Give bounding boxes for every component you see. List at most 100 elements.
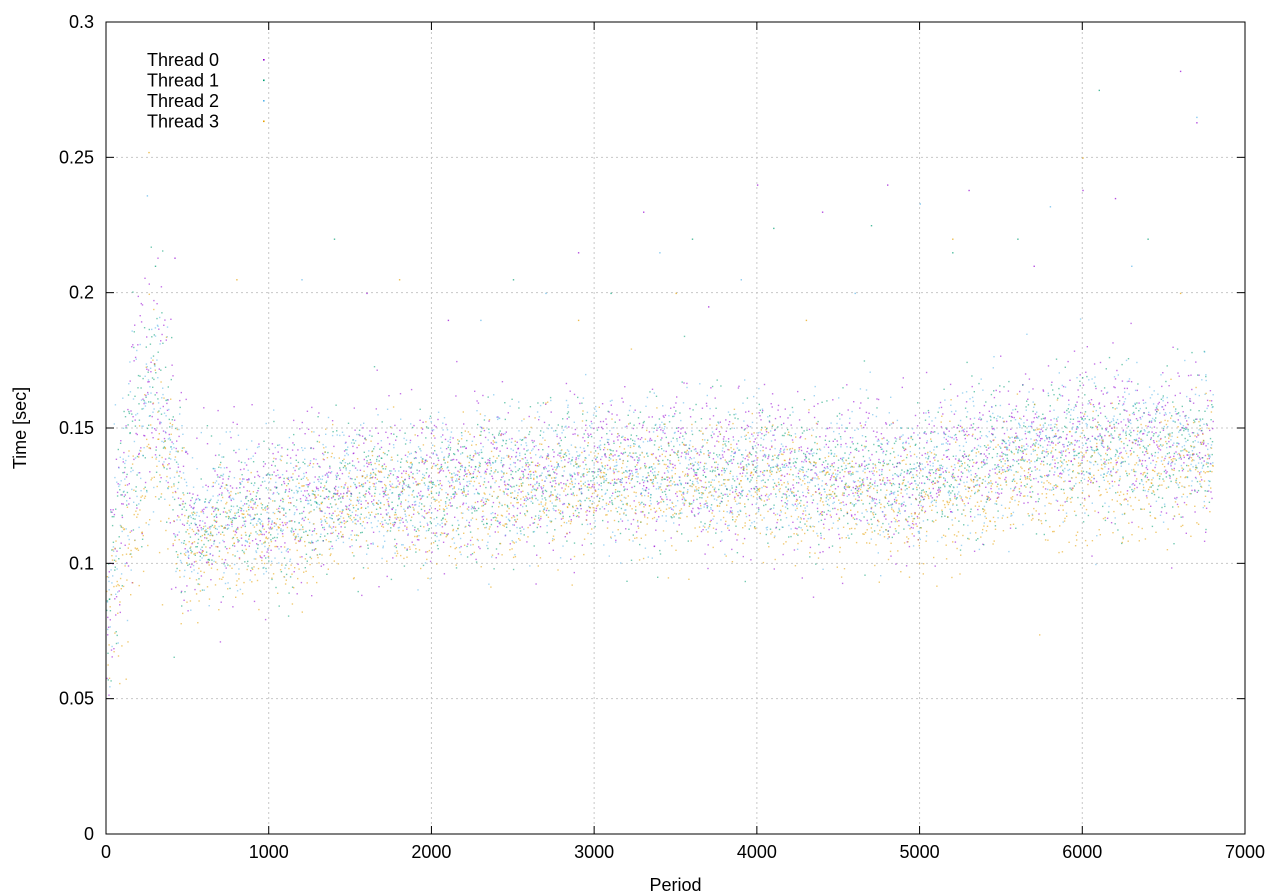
data-point <box>263 573 265 575</box>
data-point <box>1065 437 1068 439</box>
data-point <box>115 555 117 557</box>
data-point <box>834 446 837 448</box>
data-point <box>435 426 437 428</box>
data-point <box>748 528 750 530</box>
data-point <box>466 545 468 548</box>
data-point <box>130 569 132 571</box>
data-point <box>767 456 770 458</box>
data-point <box>573 393 576 396</box>
data-point <box>177 497 180 499</box>
data-point <box>1202 432 1204 435</box>
data-point <box>468 524 470 526</box>
data-point <box>321 501 323 503</box>
data-point <box>316 502 318 504</box>
data-point <box>221 456 223 458</box>
data-point <box>732 491 734 493</box>
data-point <box>1181 470 1184 472</box>
data-point <box>753 487 755 490</box>
data-point <box>877 398 880 401</box>
data-point <box>425 460 427 462</box>
data-point <box>1118 400 1121 402</box>
data-point <box>990 441 992 443</box>
data-point <box>674 452 676 454</box>
data-point <box>590 435 593 438</box>
data-point <box>1165 476 1168 478</box>
data-point <box>314 476 316 478</box>
data-point <box>218 542 221 544</box>
data-point <box>1140 479 1143 481</box>
data-point <box>1051 440 1053 443</box>
data-point <box>767 542 769 544</box>
data-point <box>150 361 152 363</box>
data-point <box>332 512 334 514</box>
data-point <box>909 471 912 474</box>
data-point <box>612 492 614 494</box>
data-point <box>853 518 856 520</box>
data-point <box>173 446 175 449</box>
data-point <box>437 418 439 421</box>
data-point <box>309 511 311 513</box>
data-point <box>1136 402 1138 404</box>
data-point <box>1031 491 1034 493</box>
data-point <box>677 430 679 432</box>
data-point <box>566 540 568 542</box>
data-point <box>916 462 918 464</box>
data-point <box>766 499 768 501</box>
data-point <box>800 426 803 429</box>
data-point <box>497 471 499 473</box>
data-point <box>387 476 389 479</box>
data-point <box>173 533 175 535</box>
data-point <box>1120 421 1122 423</box>
data-point <box>1195 418 1197 420</box>
data-point <box>191 457 194 459</box>
data-point <box>299 512 301 515</box>
data-point <box>592 475 594 477</box>
data-point <box>519 460 521 462</box>
data-point <box>277 444 279 446</box>
data-point <box>924 431 926 433</box>
data-point <box>407 486 409 488</box>
data-point <box>586 514 588 516</box>
data-point <box>642 422 645 424</box>
data-point <box>844 452 846 454</box>
data-point <box>561 475 563 477</box>
data-point <box>163 437 166 440</box>
data-point <box>615 468 617 471</box>
data-point <box>970 424 972 426</box>
data-point <box>593 427 595 430</box>
data-point <box>252 524 254 526</box>
data-point <box>462 503 464 506</box>
data-point <box>973 447 976 449</box>
data-point <box>1199 458 1201 460</box>
data-point <box>942 413 944 415</box>
data-point <box>599 420 602 423</box>
data-point <box>1037 457 1039 459</box>
data-point <box>683 335 686 338</box>
data-point <box>606 464 609 466</box>
data-point <box>512 504 514 507</box>
data-point <box>394 538 396 541</box>
data-point <box>631 456 634 459</box>
data-point <box>335 478 338 480</box>
data-point <box>218 454 220 456</box>
data-point <box>771 470 773 473</box>
data-point <box>580 476 582 478</box>
data-point <box>934 431 936 433</box>
data-point <box>701 407 704 409</box>
data-point <box>268 497 271 499</box>
data-point <box>849 462 851 465</box>
data-point <box>1162 395 1164 397</box>
data-point <box>664 414 667 416</box>
data-point <box>457 470 459 472</box>
data-point <box>959 465 961 468</box>
data-point <box>613 440 615 442</box>
data-point <box>716 379 718 381</box>
data-point <box>703 465 705 468</box>
data-point <box>1196 453 1198 455</box>
data-point <box>562 503 564 506</box>
data-point <box>317 487 319 490</box>
data-point <box>571 476 574 478</box>
data-point <box>855 462 857 465</box>
data-point <box>943 454 945 456</box>
data-point <box>1150 505 1152 507</box>
